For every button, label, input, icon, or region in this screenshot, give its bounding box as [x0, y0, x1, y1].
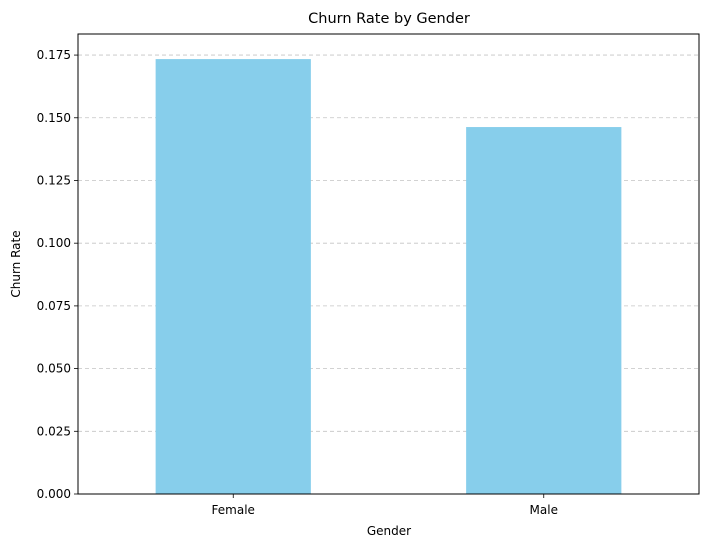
y-tick-label: 0.025: [37, 424, 71, 438]
x-axis-label: Gender: [367, 524, 411, 538]
chart-title: Churn Rate by Gender: [308, 11, 470, 27]
y-tick-label: 0.125: [37, 173, 71, 187]
y-tick-label: 0.050: [37, 362, 71, 376]
bar-female: [155, 59, 311, 494]
y-axis-label: Churn Rate: [9, 230, 23, 297]
y-tick-label: 0.100: [37, 236, 71, 250]
x-tick-label-female: Female: [212, 503, 255, 517]
y-tick-label: 0.075: [37, 299, 71, 313]
y-tick-label: 0.150: [37, 111, 71, 125]
y-tick-label: 0.000: [37, 487, 71, 501]
x-axis-ticks: Female Male: [212, 494, 558, 517]
y-tick-label: 0.175: [37, 48, 71, 62]
y-axis-ticks: 0.000 0.025 0.050 0.075 0.100 0.125 0.150 0.175: [37, 48, 78, 501]
bars: [155, 59, 622, 494]
x-tick-label-male: Male: [530, 503, 558, 517]
bar-male: [466, 127, 622, 494]
plot-frame: [77, 33, 700, 495]
